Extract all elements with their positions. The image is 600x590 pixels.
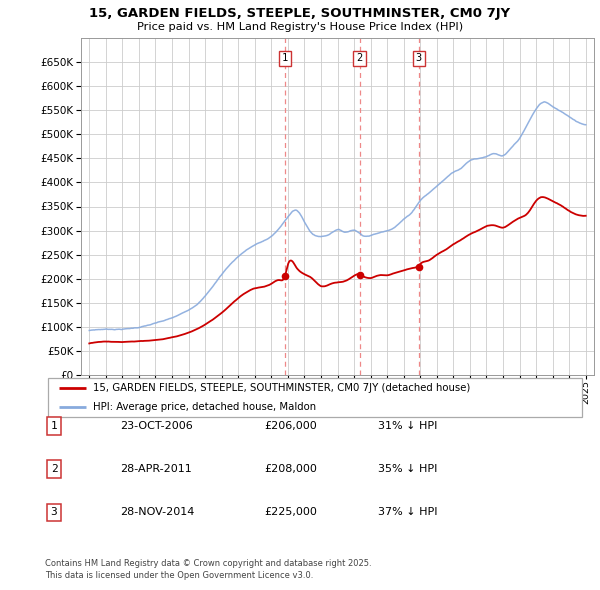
Text: 3: 3	[50, 507, 58, 517]
Text: 31% ↓ HPI: 31% ↓ HPI	[378, 421, 437, 431]
Text: 15, GARDEN FIELDS, STEEPLE, SOUTHMINSTER, CM0 7JY (detached house): 15, GARDEN FIELDS, STEEPLE, SOUTHMINSTER…	[92, 383, 470, 393]
FancyBboxPatch shape	[48, 378, 582, 417]
Text: 2: 2	[356, 54, 362, 64]
Text: 1: 1	[50, 421, 58, 431]
Text: Contains HM Land Registry data © Crown copyright and database right 2025.
This d: Contains HM Land Registry data © Crown c…	[45, 559, 371, 580]
Text: £206,000: £206,000	[264, 421, 317, 431]
Text: 1: 1	[282, 54, 288, 64]
Text: 28-NOV-2014: 28-NOV-2014	[120, 507, 194, 517]
Text: 15, GARDEN FIELDS, STEEPLE, SOUTHMINSTER, CM0 7JY: 15, GARDEN FIELDS, STEEPLE, SOUTHMINSTER…	[89, 7, 511, 20]
Text: 3: 3	[416, 54, 422, 64]
Text: HPI: Average price, detached house, Maldon: HPI: Average price, detached house, Mald…	[92, 402, 316, 412]
Text: Price paid vs. HM Land Registry's House Price Index (HPI): Price paid vs. HM Land Registry's House …	[137, 22, 463, 32]
Text: 28-APR-2011: 28-APR-2011	[120, 464, 192, 474]
Text: 37% ↓ HPI: 37% ↓ HPI	[378, 507, 437, 517]
Text: £225,000: £225,000	[264, 507, 317, 517]
Text: 2: 2	[50, 464, 58, 474]
Text: 35% ↓ HPI: 35% ↓ HPI	[378, 464, 437, 474]
Text: 23-OCT-2006: 23-OCT-2006	[120, 421, 193, 431]
Text: £208,000: £208,000	[264, 464, 317, 474]
